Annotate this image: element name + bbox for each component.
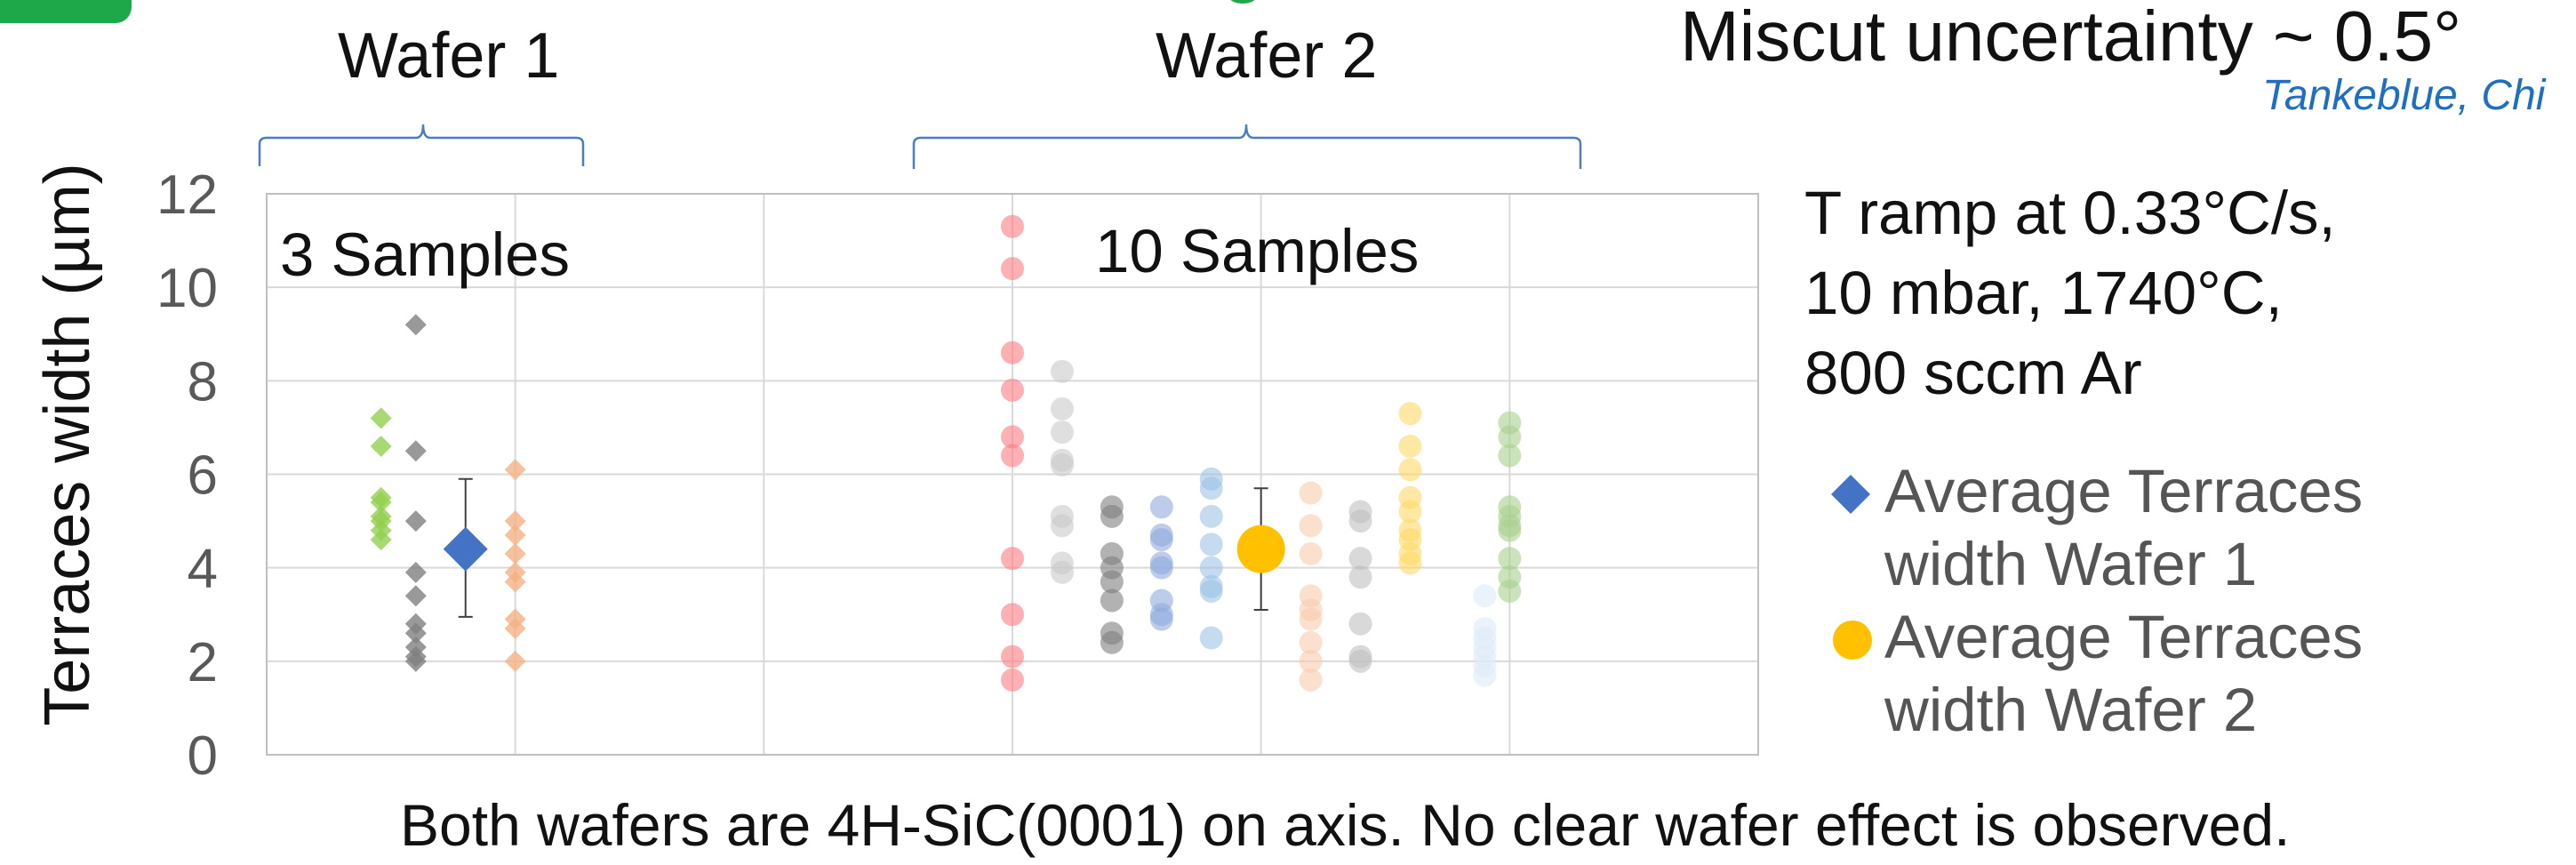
data-point-circle <box>1300 482 1323 505</box>
y-tick-label: 6 <box>188 445 218 507</box>
data-point-diamond <box>405 314 427 335</box>
data-point-diamond <box>505 525 526 546</box>
legend-label-wafer-2-line-2: width Wafer 2 <box>1884 674 2363 747</box>
conditions-line-2: 10 mbar, 1740°C, <box>1804 253 2551 333</box>
data-point-circle <box>1200 533 1223 556</box>
legend-circle-icon <box>1833 621 1886 674</box>
data-point-circle <box>1150 495 1173 518</box>
y-tick-label: 8 <box>188 351 218 412</box>
data-point-circle <box>1001 379 1024 402</box>
data-point-diamond <box>505 543 526 565</box>
data-point-circle <box>1200 580 1223 603</box>
y-tick-label: 4 <box>188 539 218 600</box>
y-axis-label: Terraces width (µm) <box>32 163 103 726</box>
wafer-2-sample-count: 10 Samples <box>1095 217 1419 285</box>
data-point-circle <box>1051 514 1074 537</box>
data-point-circle <box>1200 505 1223 528</box>
data-point-circle <box>1100 631 1124 654</box>
data-point-diamond <box>405 585 427 606</box>
data-point-circle <box>1349 650 1372 673</box>
data-point-circle <box>1051 561 1074 584</box>
data-point-diamond <box>371 436 392 457</box>
data-point-circle <box>1498 519 1521 542</box>
legend-item-wafer-1: Average Terraces width Wafer 1 <box>1884 455 2363 601</box>
data-point-circle <box>1150 608 1173 631</box>
data-point-circle <box>1001 669 1024 692</box>
data-point-diamond <box>405 510 427 532</box>
legend-label-wafer-1-line-1: Average Terraces <box>1884 455 2363 528</box>
average-marker-wafer-1 <box>444 527 488 572</box>
conditions-line-3: 800 sccm Ar <box>1804 333 2551 413</box>
data-point-circle <box>1398 551 1421 574</box>
data-point-circle <box>1300 669 1323 692</box>
data-point-circle <box>1150 528 1173 551</box>
data-point-circle <box>1001 547 1024 570</box>
data-point-circle <box>1001 603 1024 626</box>
average-marker-wafer-2 <box>1237 525 1285 573</box>
data-point-circle <box>1150 557 1173 580</box>
data-point-circle <box>1051 360 1074 383</box>
y-tick-label: 2 <box>188 632 218 693</box>
data-point-circle <box>1398 435 1421 458</box>
data-point-circle <box>1349 509 1372 533</box>
legend-diamond-icon <box>1831 475 1884 528</box>
data-point-circle <box>1051 420 1074 444</box>
data-point-circle <box>1300 542 1323 565</box>
legend-item-wafer-2: Average Terraces width Wafer 2 <box>1884 601 2363 747</box>
conclusion-note: Both wafers are 4H-SiC(0001) on axis. No… <box>400 791 2290 859</box>
data-point-circle <box>1398 402 1421 425</box>
y-tick-label: 0 <box>188 725 218 787</box>
data-point-circle <box>1473 584 1496 607</box>
growth-conditions: T ramp at 0.33°C/s, 10 mbar, 1740°C, 800… <box>1804 173 2551 413</box>
data-point-circle <box>1473 664 1496 687</box>
data-point-circle <box>1100 589 1124 612</box>
data-point-diamond <box>405 440 427 461</box>
wafer-1-brace <box>260 124 583 166</box>
data-point-circle <box>1200 477 1223 500</box>
data-point-diamond <box>371 407 392 428</box>
data-point-circle <box>1300 514 1323 537</box>
y-tick-label: 12 <box>156 164 218 226</box>
data-point-diamond <box>405 562 427 583</box>
legend-label-wafer-2-line-1: Average Terraces <box>1884 601 2363 674</box>
data-point-circle <box>1300 608 1323 631</box>
legend-label-wafer-1-line-2: width Wafer 1 <box>1884 528 2363 601</box>
data-point-circle <box>1051 397 1074 420</box>
y-tick-label: 10 <box>156 258 218 319</box>
data-point-circle <box>1100 505 1124 528</box>
data-point-circle <box>1051 453 1074 477</box>
data-point-circle <box>1001 444 1024 467</box>
wafer-2-brace <box>914 124 1580 169</box>
conditions-line-1: T ramp at 0.33°C/s, <box>1804 173 2551 253</box>
data-point-diamond <box>505 459 526 480</box>
data-point-diamond <box>505 651 526 672</box>
data-point-circle <box>1498 444 1521 467</box>
data-point-circle <box>1001 215 1024 238</box>
data-point-circle <box>1498 580 1521 603</box>
data-point-circle <box>1001 257 1024 280</box>
data-point-circle <box>1200 627 1223 650</box>
data-point-circle <box>1398 458 1421 481</box>
data-point-circle <box>1349 613 1372 636</box>
data-point-circle <box>1001 341 1024 364</box>
wafer-1-sample-count: 3 Samples <box>280 220 570 289</box>
data-point-circle <box>1001 645 1024 669</box>
data-point-circle <box>1349 565 1372 589</box>
